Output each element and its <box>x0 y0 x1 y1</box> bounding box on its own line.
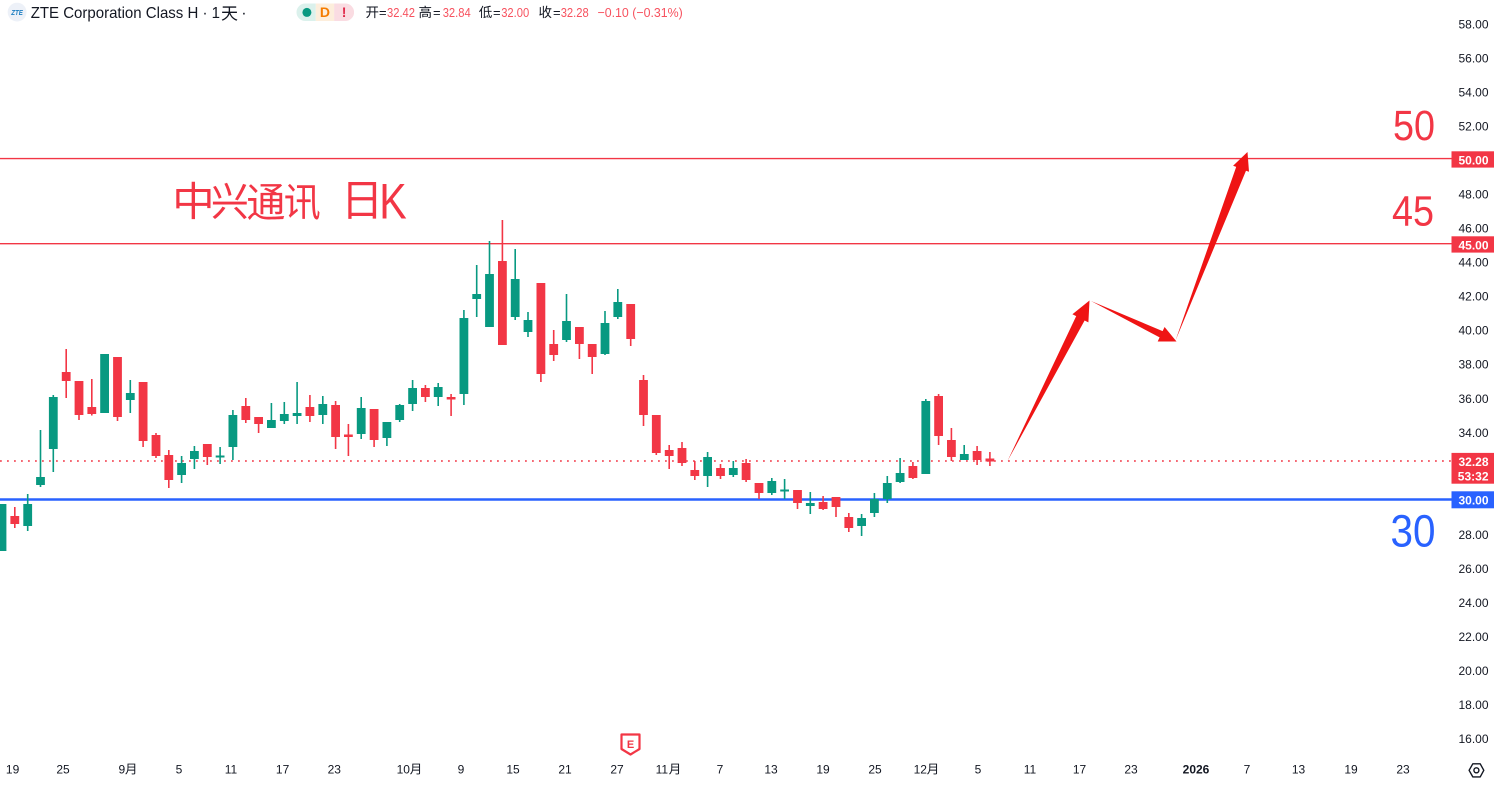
svg-text:25: 25 <box>56 763 70 777</box>
svg-text:32.28: 32.28 <box>561 5 589 20</box>
svg-text:13: 13 <box>1292 763 1306 777</box>
svg-text:K: K <box>379 174 406 229</box>
svg-text:11: 11 <box>656 763 669 777</box>
svg-text:27: 27 <box>610 763 624 777</box>
svg-text:20.00: 20.00 <box>1458 664 1488 678</box>
svg-text:32.42: 32.42 <box>387 5 415 20</box>
svg-text:45.00: 45.00 <box>1458 238 1488 252</box>
svg-text:9: 9 <box>119 763 126 777</box>
svg-text:30.00: 30.00 <box>1458 494 1488 508</box>
svg-text:11: 11 <box>1024 763 1037 777</box>
svg-text:28.00: 28.00 <box>1458 528 1488 542</box>
svg-text:5: 5 <box>176 763 183 777</box>
svg-text:10: 10 <box>397 763 411 777</box>
svg-text:15: 15 <box>506 763 520 777</box>
svg-text:2026: 2026 <box>1183 763 1210 777</box>
svg-text:40.00: 40.00 <box>1458 324 1488 338</box>
svg-text:21: 21 <box>558 763 572 777</box>
svg-text:23: 23 <box>1396 763 1410 777</box>
svg-text:50.00: 50.00 <box>1458 153 1488 167</box>
svg-text:12: 12 <box>914 763 928 777</box>
svg-text:26.00: 26.00 <box>1458 562 1488 576</box>
svg-text:16.00: 16.00 <box>1458 732 1488 746</box>
svg-text:46.00: 46.00 <box>1458 222 1488 236</box>
svg-text:18.00: 18.00 <box>1458 698 1488 712</box>
svg-text:17: 17 <box>276 763 290 777</box>
svg-text:45: 45 <box>1392 189 1434 236</box>
svg-text:13: 13 <box>764 763 778 777</box>
svg-text:E: E <box>627 739 634 751</box>
svg-text:D: D <box>320 4 330 20</box>
svg-text:38.00: 38.00 <box>1458 358 1488 372</box>
svg-text:=: = <box>493 5 501 20</box>
svg-text:11: 11 <box>225 763 238 777</box>
svg-text:19: 19 <box>816 763 830 777</box>
svg-text:22.00: 22.00 <box>1458 630 1488 644</box>
svg-text:−0.10 (−0.31%): −0.10 (−0.31%) <box>598 5 683 20</box>
svg-text:·: · <box>241 5 246 22</box>
svg-text:23: 23 <box>1124 763 1138 777</box>
svg-text:25: 25 <box>868 763 882 777</box>
svg-text:ZTE Corporation Class H · 1: ZTE Corporation Class H · 1 <box>31 5 220 22</box>
svg-text:17: 17 <box>1073 763 1087 777</box>
svg-text:32.84: 32.84 <box>443 5 471 20</box>
svg-text:44.00: 44.00 <box>1458 256 1488 270</box>
svg-text:58.00: 58.00 <box>1458 17 1488 31</box>
svg-text:32.28: 32.28 <box>1458 455 1488 469</box>
svg-text:32.00: 32.00 <box>501 5 529 20</box>
svg-text:=: = <box>553 5 561 20</box>
svg-text:!: ! <box>342 4 347 20</box>
svg-text:7: 7 <box>1244 763 1251 777</box>
svg-text:42.00: 42.00 <box>1458 290 1488 304</box>
svg-text:54.00: 54.00 <box>1458 85 1488 99</box>
svg-text:7: 7 <box>717 763 724 777</box>
svg-text:9: 9 <box>458 763 465 777</box>
svg-text:=: = <box>379 5 387 20</box>
svg-text:23: 23 <box>328 763 342 777</box>
svg-text:30: 30 <box>1391 506 1436 557</box>
svg-text:56.00: 56.00 <box>1458 51 1488 65</box>
svg-text:52.00: 52.00 <box>1458 120 1488 134</box>
svg-text:53:32: 53:32 <box>1458 469 1489 483</box>
svg-text:5: 5 <box>975 763 982 777</box>
svg-text:=: = <box>433 5 441 20</box>
svg-text:50: 50 <box>1393 103 1435 150</box>
svg-text:19: 19 <box>1344 763 1358 777</box>
svg-text:19: 19 <box>6 763 20 777</box>
svg-text:ZTE: ZTE <box>10 8 23 17</box>
svg-text:24.00: 24.00 <box>1458 596 1488 610</box>
svg-text:48.00: 48.00 <box>1458 188 1488 202</box>
svg-text:34.00: 34.00 <box>1458 426 1488 440</box>
svg-text:36.00: 36.00 <box>1458 392 1488 406</box>
